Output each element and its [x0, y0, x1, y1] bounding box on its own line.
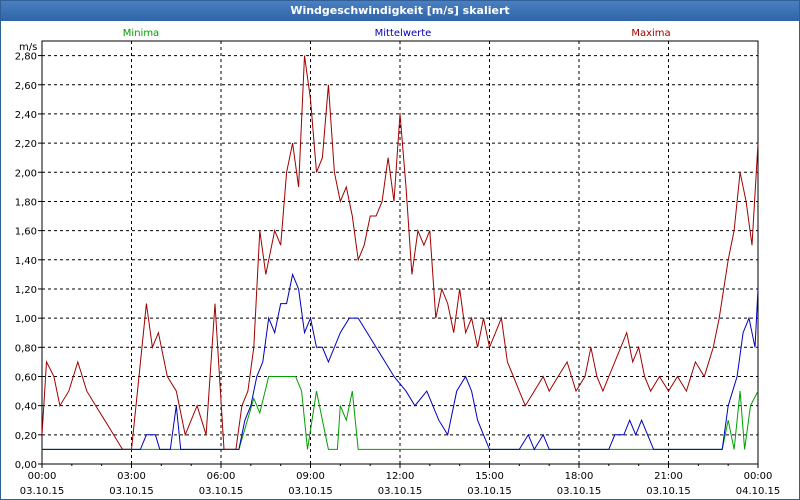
x-tick-date-label: 03.10.15 [378, 486, 423, 497]
y-tick-label: 2,60 [15, 81, 37, 92]
legend-maxima: Maxima [631, 28, 670, 39]
y-tick-label: 1,40 [15, 256, 37, 267]
series-line-maxima [41, 55, 759, 450]
series-line-mittelwerte [42, 272, 759, 451]
y-tick-label: 2,20 [15, 139, 37, 150]
x-tick-date-label: 03.10.15 [288, 486, 333, 497]
x-tick-time-label: 00:00 [744, 471, 773, 482]
y-tick-label: 2,00 [15, 168, 37, 179]
x-tick-date-label: 03.10.15 [199, 486, 244, 497]
y-axis-unit-label: m/s [19, 42, 37, 53]
x-tick-time-label: 06:00 [207, 471, 236, 482]
y-tick-label: 1,80 [15, 197, 37, 208]
legend-mittelwerte: Mittelwerte [375, 28, 432, 39]
x-tick-date-label: 03.10.15 [646, 486, 691, 497]
y-tick-label: 0,00 [15, 460, 37, 471]
x-tick-date-label: 03.10.15 [557, 486, 602, 497]
x-tick-time-label: 21:00 [654, 471, 683, 482]
x-tick-time-label: 03:00 [117, 471, 146, 482]
x-tick-time-label: 15:00 [475, 471, 504, 482]
x-tick-date-label: 03.10.15 [20, 486, 65, 497]
x-tick-time-label: 12:00 [386, 471, 415, 482]
y-tick-label: 1,20 [15, 285, 37, 296]
x-tick-date-label: 04.10.15 [736, 486, 781, 497]
y-tick-label: 0,80 [15, 343, 37, 354]
y-tick-label: 0,40 [15, 402, 37, 413]
x-tick-date-label: 03.10.15 [467, 486, 512, 497]
y-tick-label: 0,60 [15, 372, 37, 383]
x-tick-time-label: 00:00 [28, 471, 57, 482]
x-tick-time-label: 09:00 [296, 471, 325, 482]
y-tick-label: 0,20 [15, 431, 37, 442]
legend-minima: Minima [123, 28, 159, 39]
x-tick-date-label: 03.10.15 [109, 486, 154, 497]
y-tick-label: 1,00 [15, 314, 37, 325]
y-tick-label: 1,60 [15, 227, 37, 238]
chart-title: Windgeschwindigkeit [m/s] skaliert [1, 1, 799, 21]
x-tick-time-label: 18:00 [565, 471, 594, 482]
wind-speed-chart: m/s Minima Mittelwerte Maxima 0,00 0,20 0,40… [15, 28, 781, 497]
y-tick-label: 2,80 [15, 52, 37, 63]
y-tick-label: 2,40 [15, 110, 37, 121]
